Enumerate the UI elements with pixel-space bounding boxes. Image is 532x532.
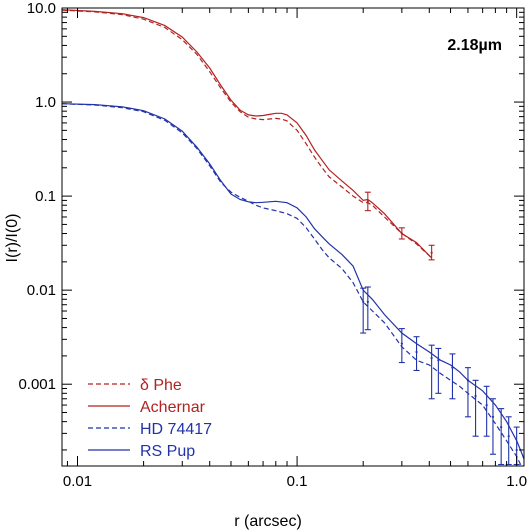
errorbar-point (437, 359, 440, 362)
series-line-rs-pup (62, 103, 524, 460)
errorbar-point (415, 350, 418, 354)
errorbar-rs-pup-3 (413, 336, 420, 372)
errorbar-point (507, 435, 510, 438)
errorbar-rs-pup-1 (364, 286, 371, 331)
errorbar-point (491, 415, 495, 418)
errorbar-point (430, 251, 433, 254)
y-tick-label: 0.01 (27, 282, 56, 299)
series-layer (62, 9, 524, 466)
errorbar-point (400, 232, 403, 235)
y-tick-label: 1.0 (35, 94, 56, 111)
x-axis-title: r (arcsec) (234, 513, 302, 530)
legend-label-achernar: Achernar (140, 399, 206, 416)
errorbar-point (400, 342, 403, 345)
x-tick-label: 1.0 (506, 473, 527, 490)
wavelength-annotation: 2.18µm (447, 37, 502, 54)
errorbar-achernar-1 (398, 227, 405, 240)
legend: δ Phe Achernar HD 74417 RS Pup (88, 377, 212, 460)
errorbar-rs-pup-12 (505, 416, 512, 466)
errorbar-point (362, 300, 365, 304)
y-axis-title: I(r)/I(0) (4, 214, 21, 263)
errorbar-rs-pup-9 (483, 385, 490, 437)
errorbar-rs-pup-6 (449, 353, 456, 400)
errorbar-rs-pup-8 (472, 379, 479, 437)
errorbar-point (474, 394, 477, 398)
errorbar-rs-pup-10 (489, 398, 496, 455)
errorbar-point (430, 356, 433, 360)
errorbar-rs-pup-2 (398, 328, 405, 364)
legend-label-hd-74417: HD 74417 (140, 421, 212, 438)
errorbar-rs-pup-7 (464, 367, 471, 418)
errorbar-achernar-2 (428, 244, 435, 261)
series-line-achernar (62, 9, 433, 259)
y-tick-label: 0.1 (35, 188, 56, 205)
errorbar-point (451, 366, 454, 369)
series-line-hd-74417 (62, 103, 522, 466)
errorbar-point (366, 200, 369, 203)
errorbar-point (515, 448, 518, 452)
errorbar-point (466, 379, 470, 382)
errorbar-achernar-0 (364, 191, 371, 212)
tick-layer: 0.01 0.1 1.0 10.0 1.0 0.1 0.01 0.001 (18, 0, 527, 490)
legend-label-phe: δ Phe (140, 377, 182, 394)
errorbar-rs-pup-0 (360, 287, 367, 334)
errorbar-point (485, 403, 488, 407)
series-line-phe (62, 9, 433, 259)
x-tick-label: 0.01 (63, 473, 92, 490)
legend-label-rs-pup: RS Pup (140, 443, 195, 460)
errorbar-point (366, 300, 369, 304)
errorbar-rs-pup-11 (498, 408, 505, 466)
y-tick-label: 10.0 (27, 0, 56, 17)
errorbar-rs-pup-5 (435, 347, 442, 394)
y-tick-label: 0.001 (18, 376, 56, 393)
errorbar-point (500, 425, 503, 429)
x-tick-label: 0.1 (287, 473, 308, 490)
plot-frame (61, 7, 525, 467)
errorbar-rs-pup-4 (428, 344, 435, 400)
